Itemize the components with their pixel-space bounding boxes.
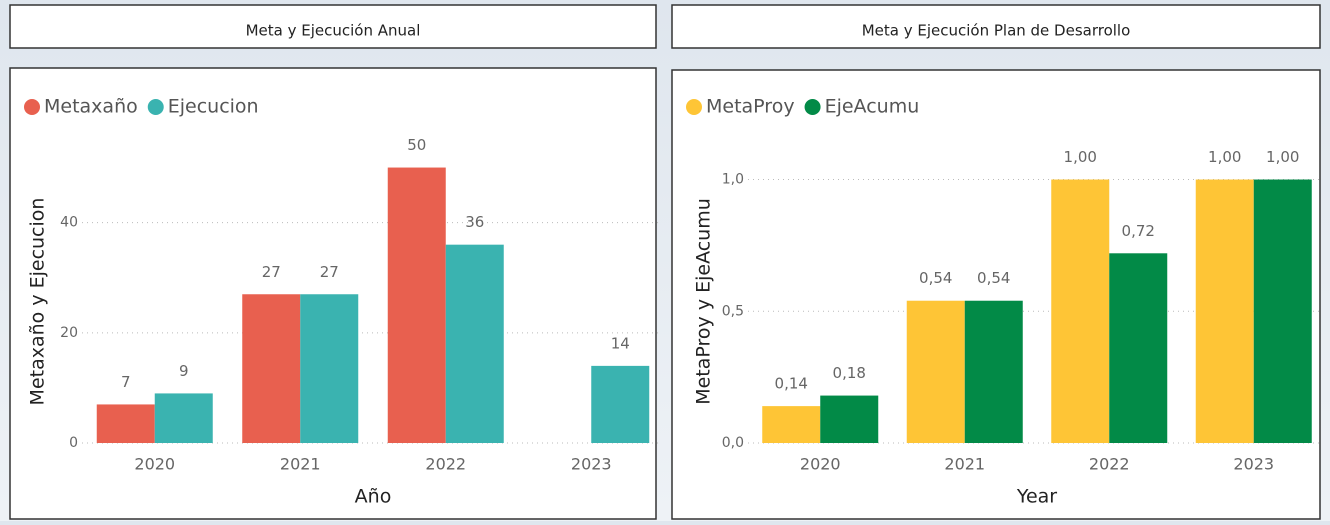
bar bbox=[1109, 253, 1168, 443]
x-tick-label: 2023 bbox=[571, 455, 612, 474]
x-tick-label: 2020 bbox=[134, 455, 175, 474]
legend-label: Metaxaño bbox=[44, 96, 138, 118]
y-axis-title: Metaxaño y Ejecucion bbox=[27, 198, 49, 406]
data-label: 14 bbox=[611, 334, 630, 352]
data-label: 0,54 bbox=[919, 269, 952, 287]
header-box bbox=[9, 4, 657, 49]
x-tick-label: 2020 bbox=[800, 455, 841, 474]
data-label: 0,72 bbox=[1122, 222, 1155, 240]
data-label: 9 bbox=[179, 362, 189, 380]
data-label: 0,54 bbox=[977, 269, 1010, 287]
legend-label: Ejecucion bbox=[168, 96, 259, 118]
y-tick-label: 1,0 bbox=[722, 172, 744, 188]
chart-title: Meta y Ejecución Plan de Desarrollo bbox=[862, 22, 1131, 40]
y-tick-label: 20 bbox=[60, 325, 78, 341]
bar bbox=[1253, 179, 1312, 444]
bar bbox=[242, 294, 301, 443]
header-box bbox=[671, 4, 1321, 49]
x-tick-label: 2022 bbox=[425, 455, 466, 474]
legend-swatch bbox=[686, 99, 702, 115]
x-tick-label: 2023 bbox=[1233, 455, 1274, 474]
bar bbox=[300, 294, 359, 443]
bar bbox=[820, 395, 879, 443]
legend-swatch bbox=[804, 99, 821, 115]
bar bbox=[96, 404, 155, 443]
legend-swatch bbox=[24, 99, 40, 115]
legend-label: EjeAcumu bbox=[825, 96, 920, 118]
panel bbox=[9, 67, 657, 520]
data-label: 0,14 bbox=[775, 375, 808, 393]
y-tick-label: 0 bbox=[69, 435, 78, 451]
bar bbox=[387, 167, 446, 443]
x-tick-label: 2021 bbox=[944, 455, 985, 474]
y-tick-label: 40 bbox=[60, 215, 78, 231]
bar bbox=[445, 244, 504, 443]
data-label: 27 bbox=[262, 263, 281, 281]
y-axis-title: MetaProy y EjeAcumu bbox=[693, 198, 715, 405]
legend-swatch bbox=[147, 99, 164, 115]
bar bbox=[964, 300, 1023, 443]
data-label: 0,18 bbox=[833, 364, 866, 382]
y-tick-label: 0,5 bbox=[722, 303, 744, 319]
data-label: 27 bbox=[320, 263, 339, 281]
bar bbox=[154, 393, 213, 443]
chart-title: Meta y Ejecución Anual bbox=[246, 22, 421, 40]
x-axis-title: Año bbox=[355, 486, 392, 508]
x-tick-label: 2022 bbox=[1089, 455, 1130, 474]
data-label: 36 bbox=[465, 213, 484, 231]
data-label: 1,00 bbox=[1064, 148, 1097, 166]
bar bbox=[1195, 179, 1254, 444]
data-label: 7 bbox=[121, 373, 131, 391]
data-label: 50 bbox=[407, 136, 426, 154]
bar bbox=[1051, 179, 1110, 444]
bar bbox=[762, 406, 821, 443]
bar bbox=[591, 365, 650, 443]
legend-label: MetaProy bbox=[706, 96, 795, 118]
data-label: 1,00 bbox=[1208, 148, 1241, 166]
y-tick-label: 0,0 bbox=[722, 435, 744, 451]
bar bbox=[906, 300, 965, 443]
x-axis-title: Year bbox=[1016, 486, 1057, 508]
x-tick-label: 2021 bbox=[280, 455, 321, 474]
data-label: 1,00 bbox=[1266, 148, 1299, 166]
